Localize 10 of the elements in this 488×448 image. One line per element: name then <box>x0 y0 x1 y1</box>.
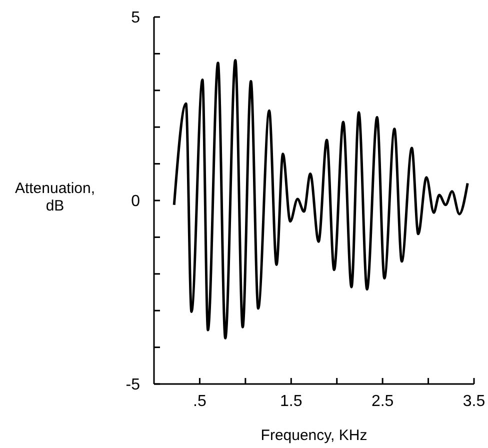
x-tick-label: 1.5 <box>280 393 302 410</box>
line-series <box>172 59 469 340</box>
y-axis-title: Attenuation, dB <box>14 180 96 214</box>
x-tick-label: .5 <box>193 393 206 410</box>
x-tick-label: 3.5 <box>462 393 486 410</box>
y-tick-label: 0 <box>131 193 140 210</box>
x-tick-label: 2.5 <box>371 393 394 410</box>
y-tick-label: 5 <box>131 10 140 27</box>
y-tick-label: -5 <box>126 376 140 394</box>
x-axis-title: Frequency, KHz <box>260 427 368 444</box>
